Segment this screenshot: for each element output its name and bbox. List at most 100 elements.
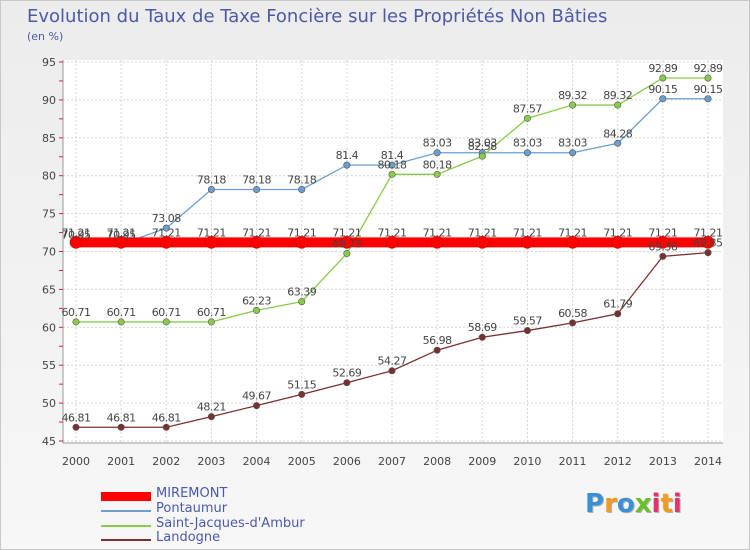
data-label-3: 71.21	[423, 226, 452, 239]
y-tick-label: 80	[42, 170, 56, 183]
data-label-0: 78.18	[287, 173, 316, 186]
data-label-0: 83.03	[468, 137, 497, 150]
data-label-1: 92.89	[694, 62, 723, 75]
legend-label-miremont: MIREMONT	[156, 486, 228, 501]
data-label-3: 71.21	[287, 226, 316, 239]
data-point-3	[521, 236, 534, 249]
data-point-3	[475, 236, 489, 249]
data-label-3: 71.21	[694, 226, 723, 239]
data-point-3	[430, 236, 444, 249]
data-label-1: 63.39	[287, 286, 316, 299]
x-tick-label: 2006	[333, 455, 361, 468]
data-point-2	[162, 423, 170, 431]
logo-letter: i	[672, 489, 682, 519]
logo-letter: i	[651, 489, 661, 519]
y-tick-label: 45	[42, 435, 56, 448]
data-label-2: 54.27	[378, 355, 407, 368]
data-point-1	[298, 298, 306, 306]
data-point-1	[388, 170, 396, 178]
data-label-0: 70.95	[107, 228, 136, 241]
data-label-2: 48.21	[197, 401, 226, 414]
y-tick-label: 75	[42, 208, 56, 221]
data-label-3: 71.21	[242, 226, 271, 239]
data-point-3	[69, 236, 83, 249]
y-tick-label: 50	[42, 397, 56, 410]
data-label-1: 60.71	[197, 306, 226, 319]
data-point-3	[159, 236, 173, 249]
data-label-3: 71.21	[152, 226, 181, 239]
data-point-1	[478, 152, 486, 160]
x-tick-label: 2011	[559, 455, 587, 468]
x-tick-label: 2001	[107, 455, 135, 468]
data-point-1	[207, 318, 215, 326]
x-tick-label: 2007	[378, 455, 406, 468]
data-point-2	[659, 252, 667, 260]
data-point-2	[569, 319, 577, 327]
legend-label-saint-jacques: Saint-Jacques-d'Ambur	[156, 516, 305, 531]
data-point-2	[614, 310, 622, 318]
data-point-3	[114, 236, 128, 249]
data-label-0: 78.18	[242, 173, 271, 186]
data-point-0	[659, 95, 667, 103]
x-tick-label: 2010	[513, 455, 541, 468]
data-point-0	[298, 185, 306, 193]
data-label-0: 90.15	[694, 83, 723, 96]
data-label-3: 71.21	[603, 226, 632, 239]
data-point-2	[523, 327, 531, 335]
data-point-1	[614, 101, 622, 109]
data-label-3: 71.21	[62, 226, 91, 239]
logo-letter: r	[604, 489, 617, 519]
data-point-2	[433, 346, 441, 354]
data-point-2	[298, 390, 306, 398]
data-point-3	[250, 236, 263, 249]
logo-letter: t	[660, 489, 673, 519]
data-point-1	[117, 318, 125, 326]
data-label-1: 80.18	[378, 158, 407, 171]
data-label-1: 80.18	[423, 158, 452, 171]
data-label-0: 83.03	[558, 137, 587, 150]
x-tick-label: 2004	[243, 455, 271, 468]
data-point-2	[207, 413, 215, 421]
data-label-0: 90.15	[648, 83, 677, 96]
y-tick-label: 85	[42, 132, 56, 145]
data-point-2	[72, 423, 80, 431]
unit-label: (en %)	[27, 30, 64, 43]
data-label-0: 81.4	[381, 149, 404, 162]
data-point-2	[117, 423, 125, 431]
x-tick-label: 2013	[649, 455, 677, 468]
x-tick-label: 2012	[604, 455, 632, 468]
data-label-1: 82.58	[468, 140, 497, 153]
data-point-2	[478, 333, 486, 341]
data-label-1: 89.32	[558, 89, 587, 102]
data-point-1	[659, 74, 667, 82]
data-point-1	[162, 318, 170, 326]
data-label-1: 62.23	[242, 294, 271, 307]
data-label-0: 73.08	[152, 212, 181, 225]
data-label-1: 92.89	[648, 62, 677, 75]
data-label-0: 83.03	[513, 137, 542, 150]
data-point-1	[569, 101, 577, 109]
data-point-0	[207, 185, 215, 193]
data-label-3: 71.21	[558, 226, 587, 239]
data-label-3: 71.21	[107, 226, 136, 239]
data-label-2: 69.85	[694, 237, 723, 250]
data-label-2: 61.79	[603, 298, 632, 311]
data-label-0: 70.95	[62, 228, 91, 241]
data-label-1: 60.71	[62, 306, 91, 319]
data-label-1: 89.32	[603, 89, 632, 102]
data-point-3	[566, 236, 579, 249]
logo-letter: P	[585, 489, 605, 519]
data-label-0: 81.4	[336, 149, 359, 162]
data-point-3	[385, 236, 399, 249]
data-label-1: 87.57	[513, 102, 542, 115]
y-tick-label: 60	[42, 321, 56, 334]
data-point-0	[253, 185, 261, 193]
data-label-2: 56.98	[423, 334, 452, 347]
data-point-0	[569, 149, 577, 157]
data-point-1	[343, 250, 351, 258]
data-label-3: 71.21	[332, 226, 361, 239]
x-tick-label: 2005	[288, 455, 316, 468]
y-tick-label: 55	[42, 359, 56, 372]
